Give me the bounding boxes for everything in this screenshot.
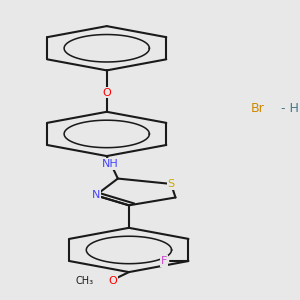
- Text: NH: NH: [102, 159, 118, 169]
- Text: S: S: [167, 179, 175, 189]
- Text: O: O: [108, 276, 117, 286]
- Text: CH₃: CH₃: [76, 276, 94, 286]
- Text: N: N: [92, 190, 100, 200]
- Text: O: O: [102, 88, 111, 98]
- Text: - H: - H: [277, 102, 299, 116]
- Text: F: F: [161, 256, 167, 266]
- Text: Br: Br: [251, 102, 265, 116]
